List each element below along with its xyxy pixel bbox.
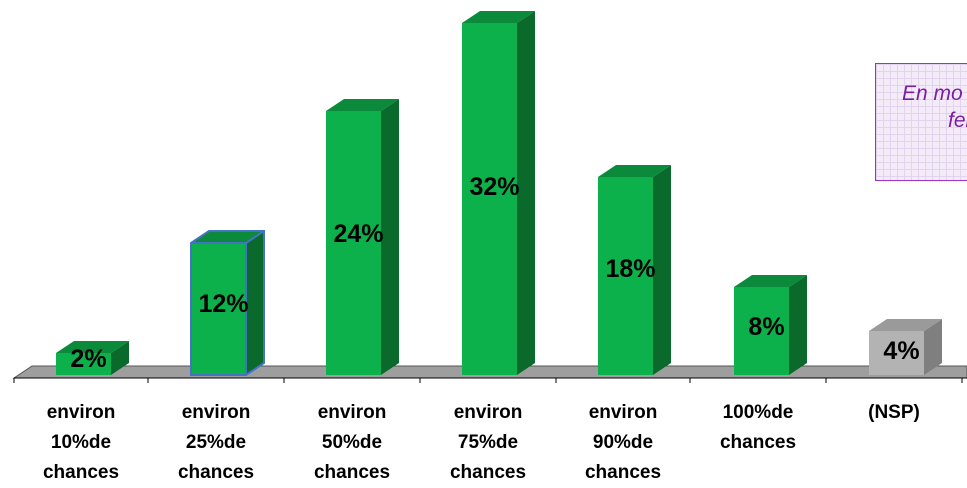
category-label: environ 10%de chances	[42, 402, 120, 483]
data-label: 12%	[198, 290, 249, 319]
annotation-text: En mo fem	[902, 80, 967, 134]
category-label: environ 90%de chances	[584, 402, 662, 483]
bar-side	[653, 165, 671, 375]
bar	[598, 177, 653, 375]
data-label: 8%	[748, 313, 785, 342]
data-label: 2%	[70, 345, 107, 373]
bar-side	[924, 319, 942, 375]
category-label: environ 50%de chances	[313, 402, 391, 483]
bar-top	[462, 11, 535, 23]
category-label: (NSP)	[868, 402, 920, 423]
data-label: 24%	[333, 220, 384, 249]
bar-side	[789, 275, 807, 375]
annotation-line-1: En mo	[902, 82, 963, 105]
bar-top	[326, 99, 399, 111]
category-label: environ 75%de chances	[449, 402, 527, 483]
bar-top	[191, 231, 264, 243]
bar	[462, 23, 517, 375]
bar-selection-edge	[245, 230, 265, 244]
bar	[191, 243, 246, 375]
category-label: 100%de chances	[719, 402, 797, 453]
bar-side	[517, 11, 535, 375]
bar	[56, 353, 111, 375]
category-label: environ 25%de chances	[177, 402, 255, 483]
bar-top	[869, 319, 942, 331]
data-label: 32%	[469, 173, 520, 202]
bar-top	[56, 341, 129, 353]
data-label: 4%	[883, 336, 920, 365]
bar-side	[381, 99, 399, 375]
annotation-line-2: fem	[948, 109, 967, 132]
bar-side	[111, 341, 129, 375]
bar	[734, 287, 789, 375]
data-label: 18%	[605, 255, 656, 284]
annotation-box: En mo fem	[875, 63, 967, 181]
bar-top	[734, 275, 807, 287]
bar-top	[598, 165, 671, 177]
bar	[869, 331, 924, 375]
bar-selection-outline	[190, 230, 265, 376]
bar-chart	[12, 11, 967, 383]
bar-side	[246, 231, 264, 375]
bar	[326, 111, 381, 375]
